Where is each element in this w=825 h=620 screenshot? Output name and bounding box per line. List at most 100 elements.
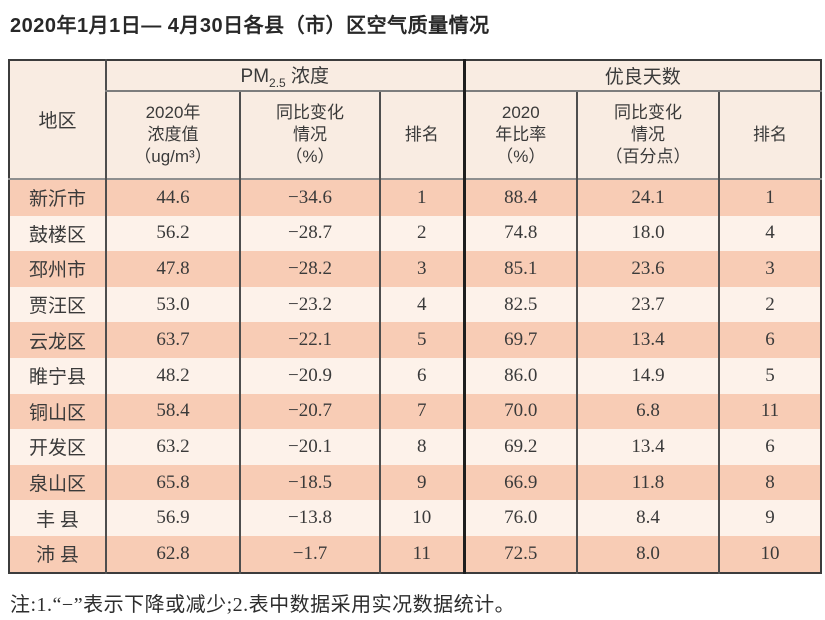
gd-rank-cell: 5 <box>718 357 822 394</box>
pm25-subscript: 2.5 <box>269 75 286 90</box>
gd-change-cell: 13.4 <box>576 322 720 358</box>
pm25-value-cell: 65.8 <box>105 464 240 501</box>
pm25-rank-cell: 11 <box>378 535 465 573</box>
gd-change-cell: 11.8 <box>576 464 720 501</box>
gd-ratio-cell: 69.7 <box>462 322 578 358</box>
gd-change-cell: 24.1 <box>576 179 720 216</box>
pm25-change-cell: −18.5 <box>239 464 380 501</box>
pm25-prefix: PM <box>240 66 270 88</box>
gd-ratio-cell: 72.5 <box>462 535 578 573</box>
gd-rank-cell: 11 <box>718 393 822 430</box>
pm25-change-cell: −20.1 <box>239 429 380 465</box>
table-row: 丰 县 56.9 −13.8 10 76.0 8.4 9 <box>9 500 822 536</box>
air-quality-table: 地区 PM2.5 浓度 优良天数 2020年 浓度值 （ug/m³） 同比变化 … <box>8 59 823 574</box>
pm25-rank-cell: 1 <box>378 179 465 216</box>
region-cell: 沛 县 <box>9 535 106 573</box>
column-header-region: 地区 <box>9 60 106 179</box>
pm25-rank-cell: 5 <box>378 322 465 358</box>
table-row: 新沂市 44.6 −34.6 1 88.4 24.1 1 <box>9 179 822 216</box>
pm25-suffix: 浓度 <box>285 66 329 88</box>
pm25-value-cell: 63.2 <box>105 429 240 465</box>
pm25-change-cell: −23.2 <box>239 286 380 323</box>
gd-rank-cell: 2 <box>718 286 822 323</box>
footnote: 注:1.“−”表示下降或减少;2.表中数据采用实况数据统计。 <box>10 594 516 616</box>
pm25-change-cell: −20.9 <box>239 357 380 394</box>
region-cell: 开发区 <box>9 429 106 465</box>
gd-change-cell: 8.4 <box>576 500 720 536</box>
table-row: 铜山区 58.4 −20.7 7 70.0 6.8 11 <box>9 393 822 430</box>
gd-change-cell: 14.9 <box>576 357 720 394</box>
gd-ratio-cell: 88.4 <box>462 179 578 216</box>
table-row: 沛 县 62.8 −1.7 11 72.5 8.0 10 <box>9 535 822 573</box>
group-header-row: 地区 PM2.5 浓度 优良天数 <box>9 60 822 179</box>
gd-rank-cell: 6 <box>718 322 822 358</box>
pm25-value-cell: 63.7 <box>105 322 240 358</box>
gd-change-cell: 23.7 <box>576 286 720 323</box>
gd-ratio-cell: 69.2 <box>462 429 578 465</box>
gd-change-cell: 18.0 <box>576 215 720 252</box>
subheader-gd-ratio: 2020 年比率 （%） <box>462 91 578 179</box>
pm25-value-cell: 47.8 <box>105 251 240 287</box>
pm25-rank-cell: 8 <box>378 429 465 465</box>
gd-change-cell: 13.4 <box>576 429 720 465</box>
region-cell: 泉山区 <box>9 464 106 501</box>
pm25-value-cell: 53.0 <box>105 286 240 323</box>
page-title: 2020年1月1日— 4月30日各县（市）区空气质量情况 <box>10 15 490 37</box>
region-cell: 鼓楼区 <box>9 215 106 252</box>
table-row: 鼓楼区 56.2 −28.7 2 74.8 18.0 4 <box>9 215 822 252</box>
gd-rank-cell: 8 <box>718 464 822 501</box>
pm25-change-cell: −28.2 <box>239 251 380 287</box>
gd-ratio-cell: 86.0 <box>462 357 578 394</box>
pm25-rank-cell: 2 <box>378 215 465 252</box>
gd-change-cell: 6.8 <box>576 393 720 430</box>
pm25-change-cell: −28.7 <box>239 215 380 252</box>
table-row: 开发区 63.2 −20.1 8 69.2 13.4 6 <box>9 429 822 465</box>
region-cell: 云龙区 <box>9 322 106 358</box>
gd-ratio-cell: 66.9 <box>462 464 578 501</box>
pm25-change-cell: −22.1 <box>239 322 380 358</box>
pm25-change-cell: −34.6 <box>239 179 380 216</box>
pm25-value-cell: 56.2 <box>105 215 240 252</box>
pm25-value-cell: 58.4 <box>105 393 240 430</box>
pm25-value-cell: 56.9 <box>105 500 240 536</box>
region-cell: 邳州市 <box>9 251 106 287</box>
table-header: 地区 PM2.5 浓度 优良天数 2020年 浓度值 （ug/m³） 同比变化 … <box>9 60 822 179</box>
gd-rank-cell: 10 <box>718 535 822 573</box>
pm25-value-cell: 48.2 <box>105 357 240 394</box>
group-header-pm25: PM2.5 浓度 <box>104 60 465 92</box>
gd-change-cell: 23.6 <box>576 251 720 287</box>
pm25-change-cell: −13.8 <box>239 500 380 536</box>
subheader-pm25-rank: 排名 <box>378 91 465 179</box>
gd-ratio-cell: 74.8 <box>462 215 578 252</box>
gd-rank-cell: 9 <box>718 500 822 536</box>
table-row: 睢宁县 48.2 −20.9 6 86.0 14.9 5 <box>9 357 822 394</box>
gd-rank-cell: 6 <box>718 429 822 465</box>
pm25-rank-cell: 10 <box>378 500 465 536</box>
pm25-change-cell: −20.7 <box>239 393 380 430</box>
region-cell: 新沂市 <box>9 179 106 216</box>
subheader-gd-rank: 排名 <box>718 91 822 179</box>
region-cell: 睢宁县 <box>9 357 106 394</box>
pm25-change-cell: −1.7 <box>239 535 380 573</box>
pm25-rank-cell: 7 <box>378 393 465 430</box>
region-cell: 铜山区 <box>9 393 106 430</box>
pm25-value-cell: 62.8 <box>105 535 240 573</box>
table-row: 邳州市 47.8 −28.2 3 85.1 23.6 3 <box>9 251 822 287</box>
subheader-pm25-change: 同比变化 情况 （%） <box>239 91 380 179</box>
pm25-rank-cell: 9 <box>378 464 465 501</box>
group-header-good-days: 优良天数 <box>462 60 822 92</box>
gd-ratio-cell: 70.0 <box>462 393 578 430</box>
table-row: 贾汪区 53.0 −23.2 4 82.5 23.7 2 <box>9 286 822 323</box>
subheader-pm25-value: 2020年 浓度值 （ug/m³） <box>105 91 240 179</box>
gd-ratio-cell: 85.1 <box>462 251 578 287</box>
gd-rank-cell: 1 <box>718 179 822 216</box>
gd-ratio-cell: 76.0 <box>462 500 578 536</box>
table-row: 泉山区 65.8 −18.5 9 66.9 11.8 8 <box>9 464 822 501</box>
pm25-value-cell: 44.6 <box>105 179 240 216</box>
gd-rank-cell: 3 <box>718 251 822 287</box>
sub-header-row: 2020年 浓度值 （ug/m³） 同比变化 情况 （%） 排名 2020 年比… <box>9 91 822 179</box>
gd-change-cell: 8.0 <box>576 535 720 573</box>
pm25-rank-cell: 3 <box>378 251 465 287</box>
table-body: 新沂市 44.6 −34.6 1 88.4 24.1 1 鼓楼区 56.2 −2… <box>9 179 822 573</box>
